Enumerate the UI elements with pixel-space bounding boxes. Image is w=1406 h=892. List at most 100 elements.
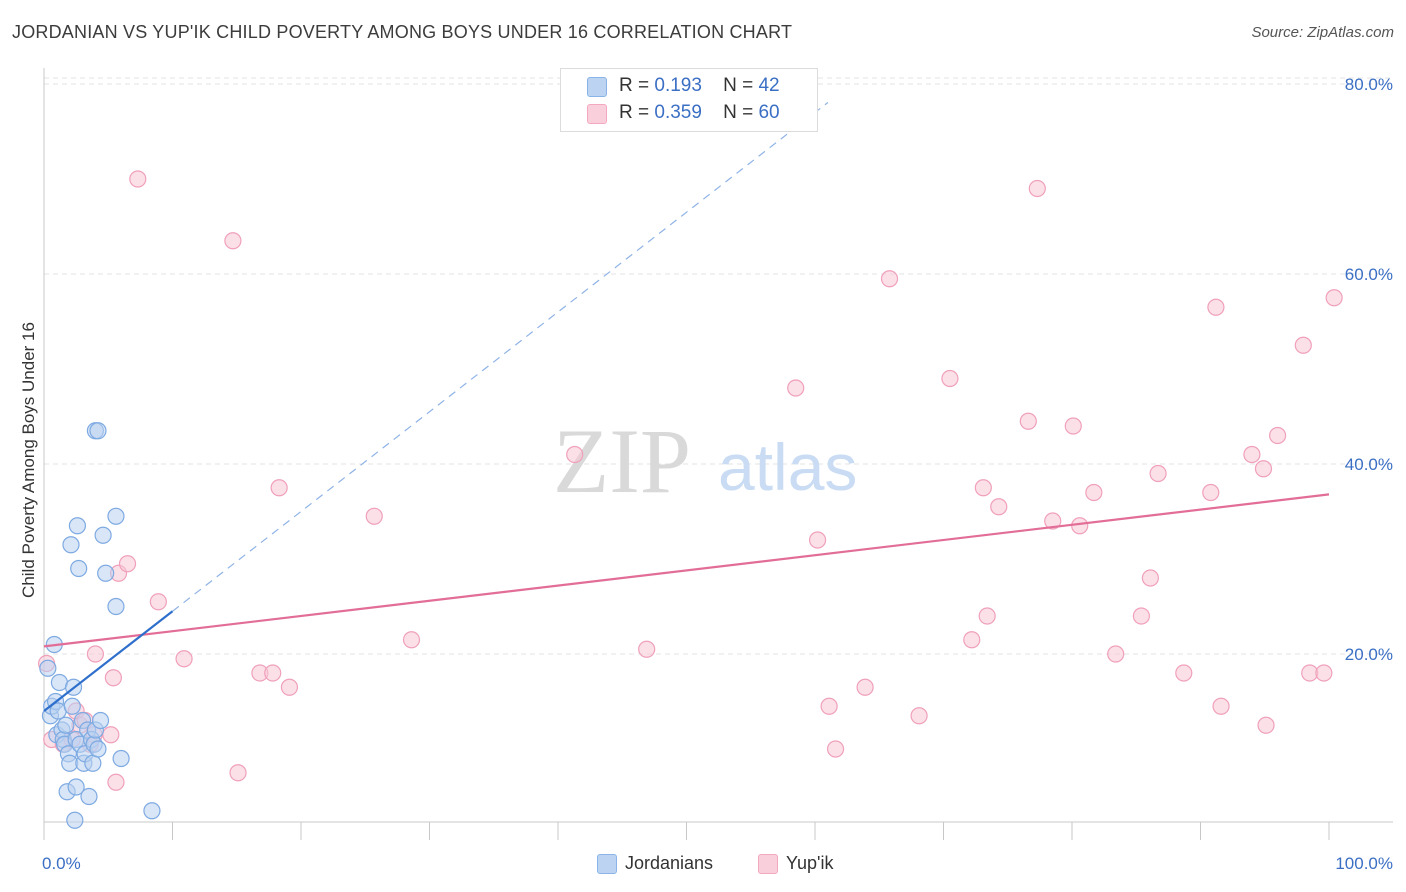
- jordanian-points: [39, 422, 161, 829]
- jordanian-point-38: [97, 564, 115, 582]
- jordanian-point-19: [67, 778, 85, 796]
- jordanian-point-0: [39, 659, 57, 677]
- yupik-point-28: [787, 379, 805, 397]
- y-axis-title: Child Poverty Among Boys Under 16: [19, 322, 38, 598]
- yupik-point-61: [1325, 289, 1343, 307]
- yupik-trend-line: [43, 493, 1330, 648]
- yupik-point-56: [1257, 716, 1275, 734]
- trend-lines: [43, 102, 1330, 712]
- yupik-point-36: [963, 631, 981, 649]
- yupik-point-44: [1071, 517, 1089, 535]
- yupik-point-43: [1064, 417, 1082, 435]
- yupik-point-30: [820, 697, 838, 715]
- legend-swatch-yupik: [587, 104, 607, 124]
- yupik-point-39: [990, 498, 1008, 516]
- bottom-legend-label-yupik: Yup'ik: [786, 853, 834, 873]
- yupik-point-27: [638, 640, 656, 658]
- yupik-point-38: [978, 607, 996, 625]
- jordanian-point-11: [57, 716, 75, 734]
- watermark-atlas: atlas: [718, 430, 857, 504]
- yupik-point-24: [365, 507, 383, 525]
- y-tick-labels: 20.0% 40.0% 60.0% 80.0%: [1345, 75, 1393, 664]
- bottom-legend-swatch-jordanians: [597, 854, 617, 874]
- yupik-point-18: [224, 232, 242, 250]
- yupik-point-34: [910, 707, 928, 725]
- yupik-point-57: [1268, 426, 1287, 445]
- y-tick-label-1: 40.0%: [1345, 455, 1393, 474]
- yupik-point-48: [1141, 569, 1159, 587]
- yupik-point-60: [1315, 664, 1333, 682]
- yupik-point-47: [1132, 607, 1150, 625]
- yupik-point-14: [118, 555, 137, 573]
- jordanian-point-33: [89, 740, 107, 758]
- x-tick-label-1: 100.0%: [1335, 854, 1393, 873]
- yupik-point-16: [149, 593, 167, 611]
- yupik-point-41: [1028, 179, 1046, 198]
- legend-r-label: R =: [619, 75, 650, 96]
- yupik-point-49: [1149, 464, 1167, 483]
- jordanian-point-36: [91, 711, 110, 730]
- yupik-point-54: [1243, 445, 1261, 464]
- jordanian-point-21: [68, 517, 87, 535]
- jordanian-point-28: [80, 787, 98, 806]
- y-tick-label-2: 60.0%: [1345, 265, 1393, 284]
- yupik-point-25: [402, 631, 421, 649]
- x-tick-labels: 0.0% 100.0%: [42, 854, 1393, 873]
- jordanian-point-35: [89, 422, 107, 440]
- legend-r-value: 0.359: [654, 102, 702, 123]
- yupik-point-26: [566, 445, 584, 464]
- yupik-points: [37, 170, 1343, 791]
- yupik-point-9: [86, 645, 105, 663]
- axes: [43, 68, 1393, 823]
- yupik-point-32: [856, 678, 874, 696]
- yupik-point-31: [826, 740, 845, 758]
- yupik-point-58: [1294, 336, 1312, 354]
- yupik-point-53: [1212, 697, 1230, 715]
- yupik-point-15: [129, 170, 147, 188]
- y-tick-label-0: 20.0%: [1345, 645, 1393, 664]
- bottom-legend-swatch-yupik: [758, 854, 778, 874]
- yupik-point-22: [270, 479, 288, 497]
- yupik-point-37: [974, 479, 992, 497]
- yupik-point-40: [1019, 412, 1037, 430]
- yupik-point-23: [280, 678, 299, 696]
- yupik-point-33: [880, 270, 899, 288]
- legend-swatch-jordanians: [587, 77, 607, 97]
- yupik-point-50: [1175, 664, 1193, 682]
- jordanian-point-30: [84, 754, 102, 772]
- jordanian-trend-line: [43, 610, 174, 712]
- yupik-point-45: [1085, 483, 1103, 502]
- jordanian-point-18: [66, 811, 84, 829]
- jordanian-point-42: [143, 802, 161, 820]
- yupik-point-29: [808, 531, 827, 549]
- jordanian-point-22: [70, 559, 88, 578]
- yupik-point-55: [1254, 460, 1273, 478]
- yupik-point-46: [1107, 645, 1125, 663]
- x-ticks: [43, 822, 1330, 840]
- jordanian-point-40: [107, 597, 125, 616]
- yupik-point-42: [1044, 512, 1062, 530]
- chart-title: JORDANIAN VS YUP'IK CHILD POVERTY AMONG …: [12, 22, 793, 42]
- legend-r-value: 0.193: [654, 75, 702, 96]
- correlation-legend: R = 0.193 N = 42 R = 0.359 N = 60: [560, 68, 818, 132]
- yupik-point-35: [941, 369, 959, 388]
- jordanian-point-37: [94, 526, 112, 544]
- legend-r-label: R =: [619, 102, 650, 123]
- watermark: ZIP atlas: [553, 410, 857, 512]
- legend-n-value: 60: [758, 102, 780, 123]
- yupik-point-10: [102, 726, 120, 744]
- bottom-legend-label-jordanians: Jordanians: [625, 853, 714, 873]
- yupik-point-19: [229, 764, 247, 782]
- yupik-point-52: [1207, 298, 1225, 316]
- source-credit: Source: ZipAtlas.com: [1251, 24, 1394, 41]
- x-tick-label-0: 0.0%: [42, 854, 81, 873]
- legend-n-label: N =: [723, 75, 754, 96]
- jordanian-point-41: [112, 749, 130, 768]
- yupik-point-12: [107, 773, 125, 791]
- jordanian-point-16: [63, 697, 81, 715]
- jordanian-point-15: [62, 536, 80, 554]
- yupik-point-51: [1202, 483, 1220, 502]
- yupik-point-21: [264, 664, 282, 682]
- jordanian-point-39: [107, 507, 125, 525]
